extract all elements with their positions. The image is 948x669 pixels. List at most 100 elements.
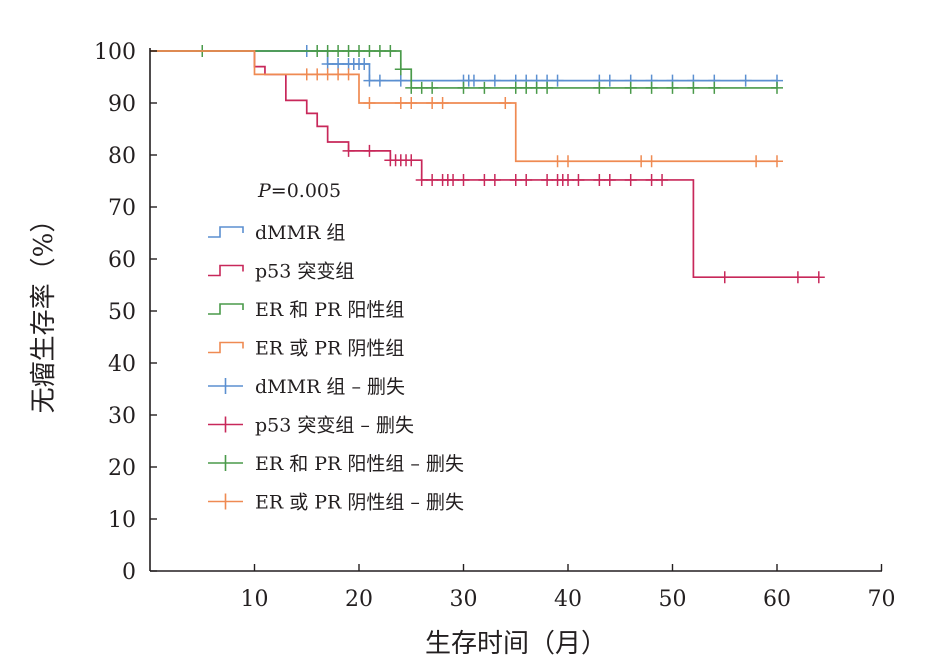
censor-mark xyxy=(645,173,658,186)
legend-label: p53 突变组 – 删失 xyxy=(255,415,414,437)
censor-mark xyxy=(603,173,616,186)
x-tick-label: 20 xyxy=(345,587,373,612)
censor-mark xyxy=(373,74,386,87)
censor-mark xyxy=(394,97,407,109)
censor-mark xyxy=(332,58,345,70)
legend-step-swatch xyxy=(208,341,244,354)
censor-mark xyxy=(509,81,522,94)
x-tick-label: 60 xyxy=(763,587,791,612)
legend-step-swatch xyxy=(208,226,244,238)
y-tick-label: 60 xyxy=(108,248,136,273)
censor-mark xyxy=(384,45,397,57)
censor-mark xyxy=(332,68,345,81)
censor-mark xyxy=(750,155,763,168)
y-tick-label: 30 xyxy=(108,404,136,429)
legend-label: dMMR 组 – 删失 xyxy=(255,376,405,398)
censor-mark xyxy=(541,81,554,94)
censor-mark xyxy=(624,81,637,94)
censor-mark xyxy=(645,81,658,94)
censor-mark xyxy=(363,74,376,87)
series-line xyxy=(150,50,777,163)
censor-mark xyxy=(321,68,334,81)
censor-mark xyxy=(687,81,700,94)
legend-label: ER 和 PR 阳性组 xyxy=(255,299,404,321)
censor-mark xyxy=(447,173,460,186)
censor-mark xyxy=(541,173,554,186)
censor-mark xyxy=(551,74,564,87)
legend-censor-swatch xyxy=(208,493,243,510)
censor-mark xyxy=(300,68,313,81)
censor-mark xyxy=(739,74,752,87)
censor-mark xyxy=(342,144,355,157)
censor-mark xyxy=(488,74,501,87)
censor-mark xyxy=(488,173,501,186)
censor-mark xyxy=(624,173,637,186)
censor-mark xyxy=(363,144,376,157)
censor-mark xyxy=(353,45,365,57)
censor-mark xyxy=(405,81,418,94)
censor-mark xyxy=(311,68,324,81)
x-tick-label: 40 xyxy=(554,587,582,612)
censor-mark xyxy=(457,173,470,186)
y-tick-label: 50 xyxy=(108,300,136,325)
censor-mark xyxy=(478,173,491,186)
censor-mark xyxy=(373,45,386,57)
censor-mark xyxy=(405,97,418,109)
y-ticks: 0 10 20 30 40 50 60 70 80 90 100 xyxy=(94,40,157,585)
legend-label: ER 或 PR 阴性组 – 删失 xyxy=(255,492,464,514)
censor-mark xyxy=(457,81,470,94)
censor-mark xyxy=(645,155,658,168)
censor-mark xyxy=(467,74,480,87)
legend-censor-swatch xyxy=(208,455,243,471)
censor-mark xyxy=(791,271,804,284)
legend-label: p53 突变组 xyxy=(255,261,354,283)
censor-mark xyxy=(436,97,449,109)
series-group xyxy=(150,50,783,168)
y-tick-label: 80 xyxy=(108,144,136,169)
censor-mark xyxy=(656,173,669,186)
censor-mark xyxy=(415,81,428,94)
censor-mark xyxy=(603,74,616,87)
censor-mark xyxy=(311,45,324,57)
censor-mark xyxy=(415,173,428,186)
legend: dMMR 组 p53 突变组 ER 和 PR 阳性组 ER 或 PR 阴性组 dMMR … xyxy=(208,222,464,514)
y-tick-label: 90 xyxy=(108,92,136,117)
series-group xyxy=(150,50,825,284)
x-tick-label: 30 xyxy=(450,587,478,612)
legend-censor-swatch xyxy=(208,378,243,394)
survival-curves xyxy=(150,45,825,284)
legend-label: ER 或 PR 阴性组 xyxy=(255,338,404,360)
censor-mark xyxy=(562,173,574,186)
censor-mark xyxy=(520,173,533,186)
censor-mark xyxy=(593,81,606,94)
censor-mark xyxy=(562,155,574,168)
censor-mark xyxy=(812,271,825,284)
censor-mark xyxy=(708,81,721,94)
legend-censor-swatch xyxy=(208,416,243,433)
y-tick-label: 20 xyxy=(108,456,136,481)
censor-mark xyxy=(405,154,418,167)
series-line xyxy=(150,50,819,279)
y-tick-label: 70 xyxy=(108,196,136,221)
censor-mark xyxy=(771,81,783,94)
censor-mark xyxy=(509,173,522,186)
censor-mark xyxy=(363,45,376,57)
legend-step-swatch xyxy=(208,264,244,277)
y-axis-title: 无瘤生存率（%） xyxy=(29,207,59,414)
censor-mark xyxy=(718,271,731,284)
series-group xyxy=(150,45,783,94)
censor-mark xyxy=(551,155,564,168)
censor-mark xyxy=(572,173,585,186)
y-tick-label: 10 xyxy=(108,508,136,533)
censor-mark xyxy=(342,45,355,57)
legend-step-swatch xyxy=(208,303,244,315)
censor-mark xyxy=(530,81,543,94)
p-value-symbol: P xyxy=(257,180,272,202)
censor-mark xyxy=(771,155,783,168)
y-tick-label: 40 xyxy=(108,352,136,377)
censor-mark xyxy=(342,68,355,81)
censor-mark xyxy=(321,45,334,57)
legend-label: dMMR 组 xyxy=(255,222,345,244)
legend-label: ER 和 PR 阳性组 – 删失 xyxy=(255,453,464,475)
